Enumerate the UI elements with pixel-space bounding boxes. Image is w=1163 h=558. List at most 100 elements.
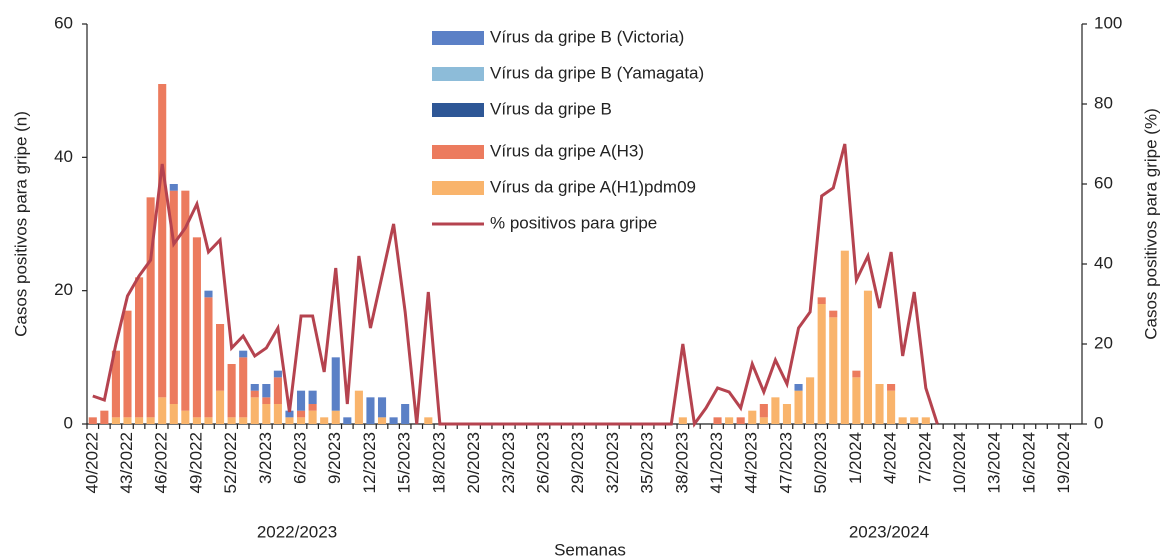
x-tick-label: 6/2023 [291,432,310,484]
legend-label: Vírus da gripe A(H3) [490,141,644,160]
bar [285,417,294,424]
bar [88,417,97,424]
y2-tick-label: 20 [1094,333,1113,352]
x-tick-label: 49/2022 [186,432,205,493]
bar [204,297,213,418]
bar [921,417,930,424]
x-tick-label: 15/2023 [395,432,414,493]
bar [863,290,873,424]
bar [852,377,861,424]
legend-swatch [432,103,484,117]
x-tick-label: 23/2023 [499,432,518,493]
x-axis-title: Semanas [554,540,626,558]
x-tick-label: 10/2024 [950,432,969,493]
y2-tick-label: 0 [1094,413,1103,432]
bar [829,310,838,318]
bar [308,410,317,424]
bar [771,397,780,424]
x-tick-label: 3/2023 [256,432,275,484]
bar [135,277,144,418]
bar [181,190,190,411]
y2-tick-label: 40 [1094,253,1113,272]
season-label: 2023/2024 [849,522,929,541]
legend-swatch [432,31,484,45]
bar [852,370,861,378]
x-tick-label: 13/2024 [985,432,1004,493]
bar [111,350,120,418]
bar [262,404,271,424]
x-tick-label: 40/2022 [82,432,101,493]
x-tick-label: 7/2024 [915,432,934,484]
y-tick-label: 0 [64,413,73,432]
bar [262,384,271,398]
bar [331,410,340,424]
y2-axis-title: Casos positivos para gripe (%) [1141,108,1160,339]
bar [158,84,167,398]
x-tick-label: 19/2024 [1054,432,1073,493]
bar [192,237,201,418]
y2-tick-label: 80 [1094,93,1113,112]
x-tick-label: 47/2023 [776,432,795,493]
bar [887,390,896,424]
season-label: 2022/2023 [257,522,337,541]
y2-tick-label: 100 [1094,13,1122,32]
bar [331,357,340,411]
x-tick-label: 12/2023 [360,432,379,493]
bar [389,417,398,424]
x-tick-label: 50/2023 [811,432,830,493]
y-axis-title: Casos positivos para gripe (n) [11,111,30,337]
bar [146,417,155,424]
bar [262,397,271,404]
bar [192,417,201,424]
legend-label: Vírus da gripe B (Victoria) [490,27,684,46]
x-tick-label: 43/2022 [117,432,136,493]
legend-label: Vírus da gripe B (Yamagata) [490,63,704,82]
x-tick-label: 52/2022 [221,432,240,493]
bar [169,184,178,191]
x-tick-label: 9/2023 [325,432,344,484]
bar [794,384,803,391]
bar [296,417,306,424]
bar [308,390,317,404]
bar [273,404,282,424]
bar [759,417,768,424]
bar [887,384,896,391]
legend-swatch [432,181,484,195]
bar [817,297,826,304]
y-tick-label: 20 [54,280,73,299]
legend-label: Vírus da gripe B [490,99,612,118]
x-tick-label: 35/2023 [638,432,657,493]
x-tick-label: 20/2023 [464,432,483,493]
bar [898,417,907,424]
x-tick-label: 4/2024 [881,432,900,484]
y2-tick-label: 60 [1094,173,1113,192]
bar [725,417,734,424]
bar [111,417,120,424]
bar [366,397,375,424]
bar [158,397,167,424]
bar [273,377,282,404]
bar [181,410,190,424]
bar [123,417,132,424]
x-tick-label: 44/2023 [742,432,761,493]
bar [343,417,352,424]
bar [424,417,433,424]
bar [216,390,225,424]
bar [227,364,236,418]
x-tick-label: 41/2023 [707,432,726,493]
bar [308,404,317,411]
legend-label: Vírus da gripe A(H1)pdm09 [490,177,696,196]
bar [794,390,803,424]
bar [169,190,178,404]
x-tick-label: 29/2023 [568,432,587,493]
bar [239,350,248,358]
bar [123,310,132,418]
x-tick-label: 32/2023 [603,432,622,493]
bar [273,370,282,378]
bar [135,417,144,424]
bar [782,404,792,424]
bar [736,417,745,424]
bar [817,304,826,424]
bar [910,417,919,424]
